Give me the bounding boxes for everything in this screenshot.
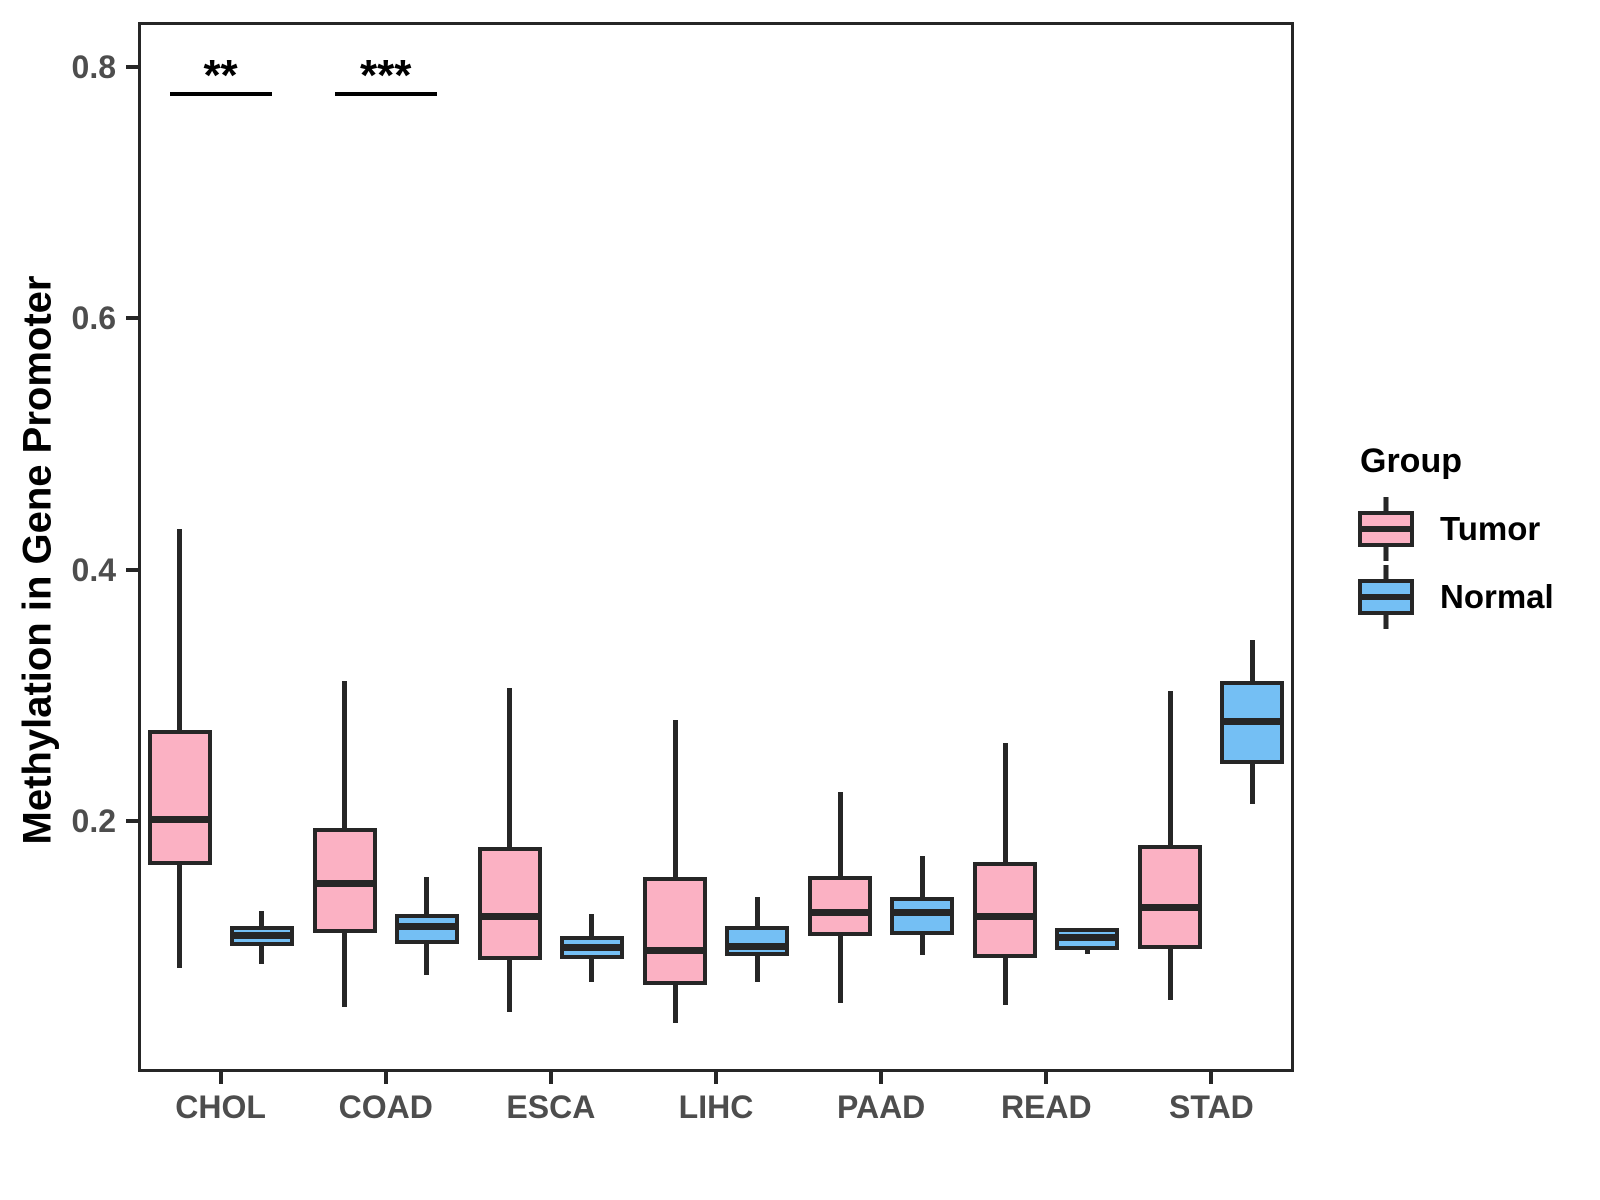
median-line [643, 946, 707, 954]
plot-area: 0.2 0.4 0.6 0.8 CHOL COAD ESCA LIHC PAAD READ STAD… [72, 22, 1294, 1124]
x-axis-tick [218, 1072, 223, 1084]
y-axis-tick [126, 567, 138, 572]
box-tumor-PAAD [808, 876, 873, 937]
tumor-boxplot-key-icon [1358, 497, 1414, 561]
x-axis-tick [1209, 1072, 1214, 1084]
x-axis-tick-label: STAD [1169, 1089, 1254, 1125]
panel-border [138, 22, 1294, 1072]
median-line [147, 816, 212, 824]
x-axis-tick-label: CHOL [175, 1089, 266, 1125]
median-line [808, 908, 873, 916]
median-line [229, 931, 294, 939]
median-line [1220, 718, 1285, 726]
y-axis-tick-label: 0.2 [71, 802, 116, 839]
box-tumor-LIHC [643, 877, 707, 986]
box-normal-PAAD [890, 897, 955, 936]
box-tumor-CHOL [147, 730, 212, 865]
legend-title: Group [1360, 442, 1462, 480]
y-axis-tick [126, 65, 138, 70]
legend-label-normal: Normal [1440, 578, 1554, 615]
x-axis-tick [879, 1072, 884, 1084]
key-median [1358, 526, 1414, 532]
y-axis-tick-label: 0.8 [71, 49, 116, 86]
median-line [973, 912, 1038, 920]
y-axis-tick-label: 0.6 [71, 300, 116, 337]
median-line [725, 942, 789, 950]
median-line [890, 908, 955, 916]
x-axis-tick [714, 1072, 718, 1084]
significance-bar [334, 92, 437, 96]
key-median [1358, 594, 1414, 600]
y-axis-tick [126, 818, 138, 823]
median-line [1138, 903, 1203, 911]
x-axis-tick-label: PAAD [836, 1089, 926, 1125]
normal-boxplot-key-icon [1358, 565, 1414, 629]
legend-label-tumor: Tumor [1440, 510, 1541, 547]
median-line [559, 944, 624, 952]
box-tumor-STAD [1138, 844, 1203, 949]
significance-stars: ** [203, 51, 238, 100]
legend-item-tumor: Tumor [1358, 495, 1554, 563]
x-axis-tick-label: LIHC [678, 1089, 754, 1125]
x-axis-tick-label: COAD [338, 1089, 433, 1125]
x-axis-tick-label: READ [1000, 1089, 1092, 1125]
median-line [477, 912, 542, 920]
box-tumor-ESCA [477, 847, 542, 961]
box-tumor-READ [973, 862, 1038, 958]
y-axis-tick-label: 0.4 [71, 551, 116, 588]
median-line [1055, 934, 1120, 942]
box-normal-LIHC [725, 926, 789, 957]
legend-item-normal: Normal [1358, 563, 1554, 631]
significance-stars: *** [360, 51, 412, 100]
median-line [312, 880, 377, 888]
x-axis-tick [548, 1072, 553, 1084]
legend: Group Tumor Normal [1358, 442, 1554, 631]
x-axis-tick [383, 1072, 388, 1084]
significance-bar [169, 92, 272, 96]
x-axis-tick-label: ESCA [506, 1089, 596, 1125]
whisker [672, 720, 678, 1023]
x-axis-tick [1044, 1072, 1049, 1084]
y-axis-tick [126, 316, 138, 321]
median-line [394, 922, 459, 930]
